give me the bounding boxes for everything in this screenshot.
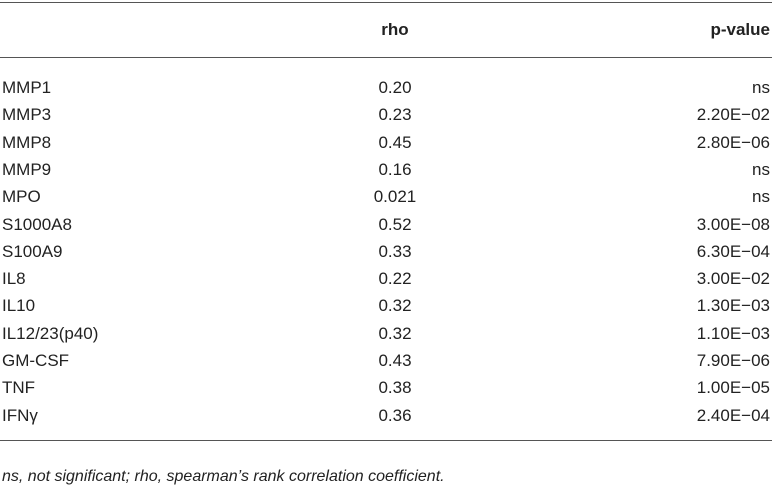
p-value: ns bbox=[752, 187, 770, 207]
rho-value: 0.32 bbox=[378, 296, 412, 316]
p-value: 1.10E−03 bbox=[696, 323, 770, 343]
header-rule bbox=[0, 57, 772, 58]
row-label: MMP3 bbox=[2, 105, 52, 125]
footnote: ns, not significant; rho, spearman’s ran… bbox=[2, 468, 445, 485]
row-label: IL8 bbox=[2, 269, 26, 289]
rho-value: 0.20 bbox=[378, 78, 412, 97]
row-label: MMP9 bbox=[2, 159, 52, 179]
row-label: IL10 bbox=[2, 296, 36, 316]
row-label: MPO bbox=[2, 187, 41, 207]
row-label: S100A9 bbox=[2, 241, 63, 261]
rho-value: 0.38 bbox=[378, 378, 412, 398]
p-value: 3.00E−02 bbox=[696, 269, 770, 289]
row-label: IFNγ bbox=[2, 405, 38, 425]
header-rho: rho bbox=[381, 20, 409, 39]
p-value: 6.30E−04 bbox=[696, 241, 770, 261]
row-label: TNF bbox=[2, 378, 36, 398]
rho-value: 0.36 bbox=[378, 405, 412, 425]
p-value: ns bbox=[752, 159, 770, 179]
bottom-rule bbox=[0, 440, 772, 441]
rho-value: 0.22 bbox=[378, 269, 412, 289]
rho-value: 0.23 bbox=[378, 105, 412, 125]
rho-value: 0.33 bbox=[378, 241, 412, 261]
rho-value: 0.16 bbox=[378, 159, 412, 179]
rho-value: 0.45 bbox=[378, 132, 412, 152]
row-label: MMP8 bbox=[2, 132, 52, 152]
p-value: 3.00E−08 bbox=[696, 214, 770, 234]
top-rule bbox=[0, 2, 772, 3]
p-value: 2.20E−02 bbox=[696, 105, 770, 125]
rho-value: 0.43 bbox=[378, 351, 412, 370]
row-label: S1000A8 bbox=[2, 214, 72, 234]
p-value: 1.30E−03 bbox=[696, 296, 770, 316]
p-value: 2.80E−06 bbox=[696, 132, 770, 152]
rho-value: 0.021 bbox=[373, 187, 417, 207]
row-label: IL12/23(p40) bbox=[2, 323, 99, 343]
p-value: 1.00E−05 bbox=[696, 378, 770, 398]
rho-value: 0.32 bbox=[378, 323, 412, 343]
rho-value: 0.52 bbox=[378, 214, 412, 234]
header-p-value: p-value bbox=[710, 20, 770, 39]
p-value: 7.90E−06 bbox=[696, 351, 770, 370]
p-value: ns bbox=[752, 78, 770, 97]
p-value: 2.40E−04 bbox=[696, 405, 770, 425]
row-label: GM-CSF bbox=[2, 351, 70, 370]
row-label: MMP1 bbox=[2, 78, 52, 97]
